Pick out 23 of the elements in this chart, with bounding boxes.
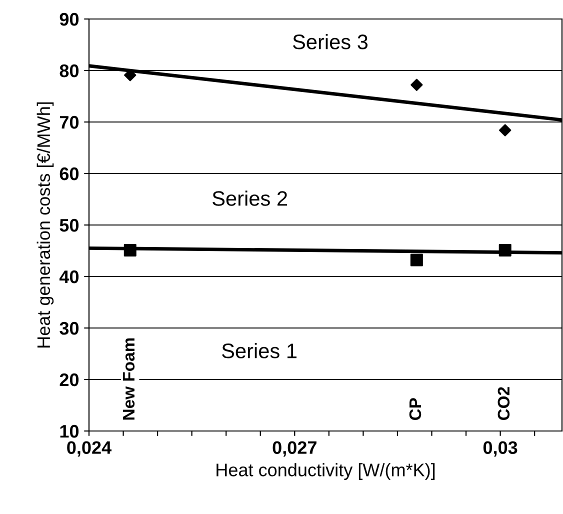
annotation: Series 3 — [292, 34, 368, 50]
y-tick-label: 20 — [60, 373, 79, 386]
annotation: CO2 — [498, 387, 510, 420]
y-tick-label: 50 — [60, 218, 79, 232]
annotation: CP — [409, 398, 422, 420]
y-tick-label: 10 — [60, 424, 79, 438]
y-tick-label: 30 — [60, 322, 79, 335]
y-axis-title: Heat generation costs [€/MWh] — [36, 102, 54, 348]
y-tick-label: 80 — [60, 64, 79, 78]
y-tick-label: 90 — [60, 12, 79, 26]
point — [499, 124, 512, 136]
annotation: Series 1 — [222, 343, 296, 358]
x-tick-label: 0,024 — [67, 441, 112, 457]
annotation: Series 2 — [212, 190, 287, 206]
point — [410, 78, 423, 91]
point — [410, 254, 423, 266]
y-tick-label: 70 — [60, 116, 79, 129]
annotation: New Foam — [122, 338, 135, 420]
x-tick-label: 0,027 — [272, 441, 316, 457]
x-axis-title: Heat conductivity [W/(m*K)] — [216, 463, 435, 480]
y-tick-label: 40 — [59, 270, 79, 284]
y-tick-label: 60 — [60, 167, 79, 180]
x-tick-label: 0,03 — [483, 441, 518, 457]
